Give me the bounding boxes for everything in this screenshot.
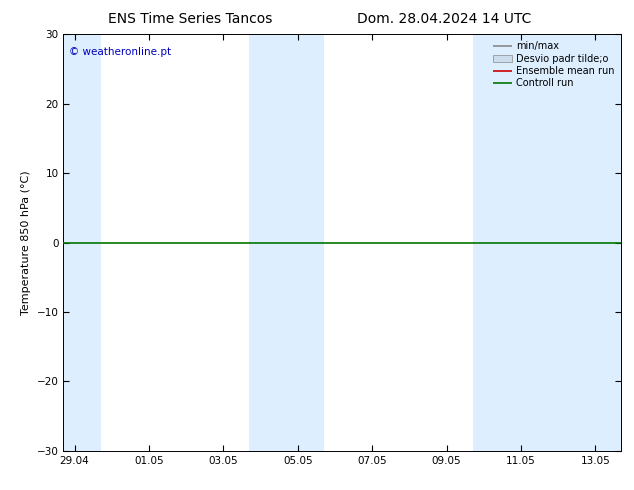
Y-axis label: Temperature 850 hPa (°C): Temperature 850 hPa (°C) <box>21 170 31 315</box>
Bar <box>249 34 324 451</box>
Text: Dom. 28.04.2024 14 UTC: Dom. 28.04.2024 14 UTC <box>356 12 531 26</box>
Text: ENS Time Series Tancos: ENS Time Series Tancos <box>108 12 273 26</box>
Bar <box>63 34 101 451</box>
Text: © weatheronline.pt: © weatheronline.pt <box>69 47 171 57</box>
Legend: min/max, Desvio padr tilde;o, Ensemble mean run, Controll run: min/max, Desvio padr tilde;o, Ensemble m… <box>491 39 616 90</box>
Bar <box>472 34 621 451</box>
